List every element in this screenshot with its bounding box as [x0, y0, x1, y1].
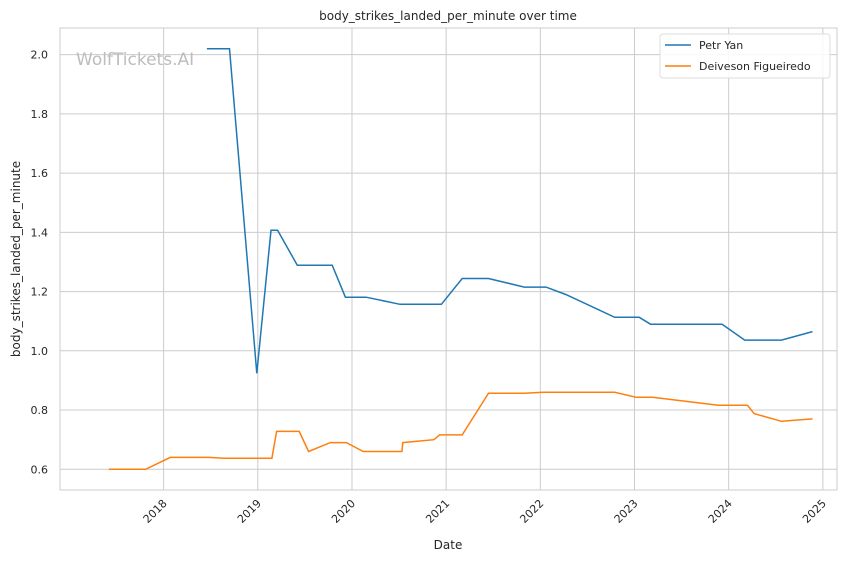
grid — [60, 28, 837, 490]
legend: Petr Yan Deiveson Figueiredo — [659, 33, 831, 79]
x-tick-label: 2021 — [423, 497, 452, 526]
watermark: WolfTickets.AI — [76, 50, 194, 70]
y-tick-label: 1.4 — [31, 226, 49, 239]
series-line-petr-yan — [206, 47, 813, 374]
y-tick-label: 1.0 — [31, 345, 49, 358]
chart-title: body_strikes_landed_per_minute over time — [319, 9, 577, 23]
legend-label-deiveson-figueiredo: Deiveson Figueiredo — [699, 60, 811, 73]
x-tick-label: 2018 — [141, 497, 170, 526]
x-tick-label: 2020 — [329, 497, 358, 526]
y-tick-label: 1.2 — [31, 286, 49, 299]
y-tick-label: 0.8 — [31, 404, 49, 417]
x-tick-label: 2022 — [517, 497, 546, 526]
legend-label-petr-yan: Petr Yan — [699, 39, 743, 52]
x-tick-label: 2019 — [235, 497, 264, 526]
y-tick-label: 2.0 — [31, 49, 49, 62]
plot-frame — [59, 27, 838, 491]
legend-box — [659, 33, 831, 79]
series-group — [109, 47, 813, 471]
y-axis-label: body_strikes_landed_per_minute — [9, 161, 23, 357]
x-tick-label: 2023 — [612, 497, 641, 526]
y-tick-label: 1.6 — [31, 167, 49, 180]
y-tick-label: 1.8 — [31, 108, 49, 121]
x-tick-label: 2025 — [800, 497, 829, 526]
series-line-deiveson-figueiredo — [109, 391, 813, 471]
ticks: 2018 2019 2020 2021 2022 2023 2024 2025 0.6 0.8 1.… — [31, 49, 829, 526]
x-tick-label: 2024 — [706, 497, 735, 526]
x-axis-label: Date — [434, 538, 463, 552]
y-tick-label: 0.6 — [31, 463, 49, 476]
